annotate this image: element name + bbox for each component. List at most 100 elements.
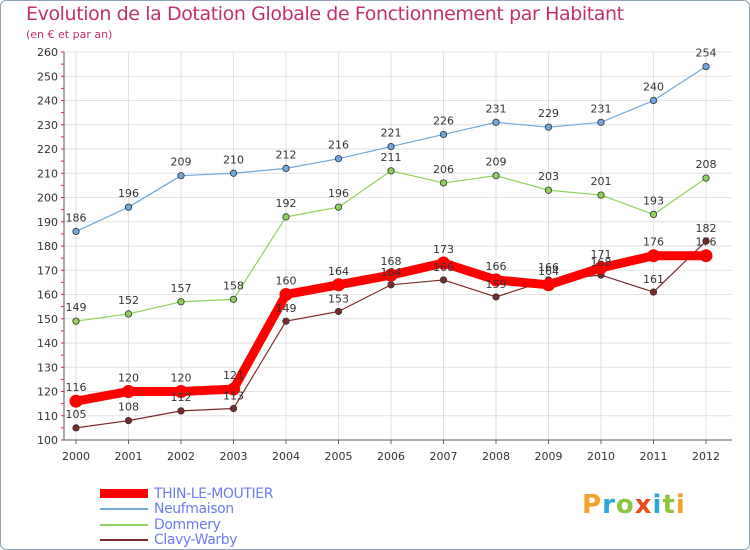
data-label-neufmaison: 209 (171, 156, 192, 169)
legend-item-neufmaison: Neufmaison (100, 501, 234, 517)
data-point-dommery (702, 174, 710, 182)
data-point-clavy-warby (439, 276, 448, 284)
x-tick-label: 2002 (167, 450, 195, 463)
data-point-thin-le-moutier (69, 394, 83, 408)
data-point-neufmaison (492, 118, 500, 126)
data-label-dommery: 193 (643, 194, 664, 207)
data-point-neufmaison (124, 203, 133, 211)
data-label-clavy-warby: 166 (433, 261, 454, 274)
legend-swatch (100, 539, 148, 541)
data-point-thin-le-moutier (279, 288, 293, 301)
data-label-thin-le-moutier: 173 (433, 243, 454, 256)
x-tick-label: 2008 (482, 450, 510, 463)
data-label-clavy-warby: 149 (276, 302, 297, 315)
x-tick-label: 2001 (115, 450, 143, 463)
data-point-neufmaison (439, 130, 448, 139)
legend-label: THIN-LE-MOUTIER (154, 485, 274, 502)
data-point-dommery (649, 210, 658, 219)
data-label-thin-le-moutier: 171 (591, 248, 612, 261)
x-tick-label: 2006 (377, 450, 405, 463)
data-label-neufmaison: 210 (223, 153, 244, 166)
data-label-clavy-warby: 182 (696, 222, 717, 235)
data-point-neufmaison (387, 142, 395, 151)
data-point-neufmaison (597, 118, 605, 126)
legend-label: Dommery (154, 516, 221, 533)
data-point-clavy-warby (387, 281, 395, 289)
data-label-neufmaison: 254 (696, 47, 717, 60)
data-label-neufmaison: 226 (433, 114, 454, 127)
data-label-thin-le-moutier: 176 (696, 236, 717, 249)
y-tick-label: 250 (37, 70, 58, 83)
data-point-thin-le-moutier (437, 256, 450, 270)
brand-letter: r (602, 490, 616, 520)
data-point-thin-le-moutier (647, 249, 660, 263)
data-label-thin-le-moutier: 164 (538, 265, 559, 278)
data-label-neufmaison: 221 (381, 127, 402, 140)
y-tick-label: 100 (37, 434, 58, 447)
data-point-neufmaison (72, 227, 80, 236)
data-label-thin-le-moutier: 121 (223, 369, 244, 382)
data-point-thin-le-moutier (699, 249, 713, 263)
data-label-neufmaison: 216 (328, 139, 349, 152)
data-point-neufmaison (177, 172, 185, 180)
brand-letter: i (652, 490, 663, 520)
data-label-clavy-warby: 105 (66, 408, 87, 421)
data-point-neufmaison (334, 155, 343, 163)
data-point-clavy-warby (177, 407, 185, 415)
y-tick-label: 200 (37, 192, 58, 205)
data-point-dommery (544, 186, 553, 194)
y-tick-label: 150 (37, 313, 58, 326)
data-label-dommery: 192 (276, 197, 297, 210)
data-label-neufmaison: 196 (118, 187, 139, 200)
data-point-thin-le-moutier (384, 268, 398, 282)
x-tick-label: 2009 (535, 450, 563, 463)
brand-letter: P (582, 490, 603, 520)
data-label-thin-le-moutier: 176 (643, 236, 664, 249)
data-point-dommery (124, 310, 133, 318)
data-label-thin-le-moutier: 116 (66, 381, 87, 394)
y-tick-label: 110 (37, 410, 58, 423)
data-point-dommery (387, 167, 395, 175)
chart-title: Evolution de la Dotation Globale de Fonc… (26, 3, 624, 25)
data-label-clavy-warby: 164 (381, 266, 402, 279)
data-label-neufmaison: 186 (66, 211, 87, 224)
legend-item-clavy-warby: Clavy-Warby (100, 532, 238, 548)
data-label-clavy-warby: 112 (171, 391, 192, 404)
data-label-neufmaison: 240 (643, 81, 664, 94)
data-point-clavy-warby (649, 288, 658, 296)
data-label-dommery: 196 (328, 187, 349, 200)
data-point-thin-le-moutier (542, 278, 555, 292)
brand-letter: x (634, 490, 653, 520)
brand-letter: o (615, 490, 635, 520)
x-tick-label: 2010 (587, 450, 615, 463)
chart-subtitle: (en € et par an) (26, 28, 113, 41)
data-label-neufmaison: 231 (591, 102, 612, 115)
data-label-neufmaison: 229 (538, 107, 559, 120)
data-point-dommery (177, 298, 185, 306)
legend-swatch (100, 489, 148, 498)
x-tick-label: 2011 (640, 450, 668, 463)
data-label-dommery: 206 (433, 163, 454, 176)
y-tick-label: 120 (37, 386, 58, 399)
data-label-dommery: 149 (66, 301, 87, 314)
data-label-thin-le-moutier: 160 (276, 275, 297, 288)
data-point-thin-le-moutier (332, 278, 345, 292)
data-point-clavy-warby (282, 317, 290, 325)
data-label-clavy-warby: 168 (591, 256, 612, 269)
legend-label: Neufmaison (154, 501, 234, 517)
data-label-clavy-warby: 166 (538, 261, 559, 274)
data-point-dommery (492, 172, 500, 180)
data-label-dommery: 152 (118, 294, 139, 307)
data-label-thin-le-moutier: 168 (381, 255, 402, 268)
data-point-dommery (229, 295, 238, 303)
y-tick-label: 220 (37, 143, 58, 156)
x-tick-label: 2007 (430, 450, 458, 463)
data-point-neufmaison (282, 164, 290, 172)
brand-letter: i (675, 490, 686, 520)
data-point-clavy-warby (334, 307, 343, 316)
data-point-thin-le-moutier (174, 385, 188, 398)
data-label-dommery: 158 (223, 279, 244, 292)
brand-letter: t (662, 490, 676, 520)
data-point-neufmaison (649, 96, 658, 105)
